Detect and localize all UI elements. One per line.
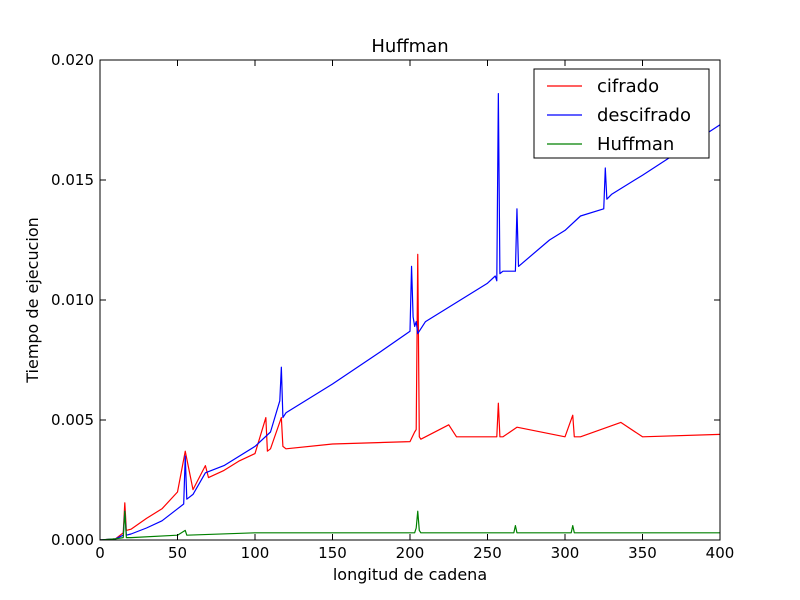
y-tick-label: 0.010 <box>51 291 94 309</box>
x-tick-label: 400 <box>706 544 735 562</box>
legend-label-2: Huffman <box>597 134 674 155</box>
x-tick-label: 50 <box>168 544 187 562</box>
legend-label-0: cifrado <box>597 76 659 97</box>
chart-title: Huffman <box>371 36 448 57</box>
series-line-2 <box>100 510 720 540</box>
legend-label-1: descifrado <box>597 105 691 126</box>
y-tick-label: 0.000 <box>51 531 94 549</box>
x-axis: 0 50 100 150 200 250 300 350 400 <box>95 60 734 562</box>
y-tick-label: 0.015 <box>51 171 94 189</box>
legend-box <box>533 68 710 159</box>
series-layer <box>100 92 720 540</box>
x-tick-label: 300 <box>551 544 580 562</box>
x-tick-label: 250 <box>473 544 502 562</box>
x-axis-label: longitud de cadena <box>333 565 487 584</box>
series-line-0 <box>100 253 720 540</box>
x-tick-label: 150 <box>318 544 347 562</box>
y-tick-label: 0.020 <box>51 51 94 69</box>
x-tick-label: 100 <box>241 544 270 562</box>
x-tick-label: 350 <box>628 544 657 562</box>
y-axis: 0.000 0.005 0.010 0.015 0.020 <box>51 51 720 549</box>
legend: cifrado descifrado Huffman <box>533 68 710 159</box>
x-tick-label: 200 <box>396 544 425 562</box>
y-tick-label: 0.005 <box>51 411 94 429</box>
series-line-1 <box>100 92 720 540</box>
x-tick-label: 0 <box>95 544 105 562</box>
y-axis-label: Tiempo de ejecucion <box>23 217 42 384</box>
